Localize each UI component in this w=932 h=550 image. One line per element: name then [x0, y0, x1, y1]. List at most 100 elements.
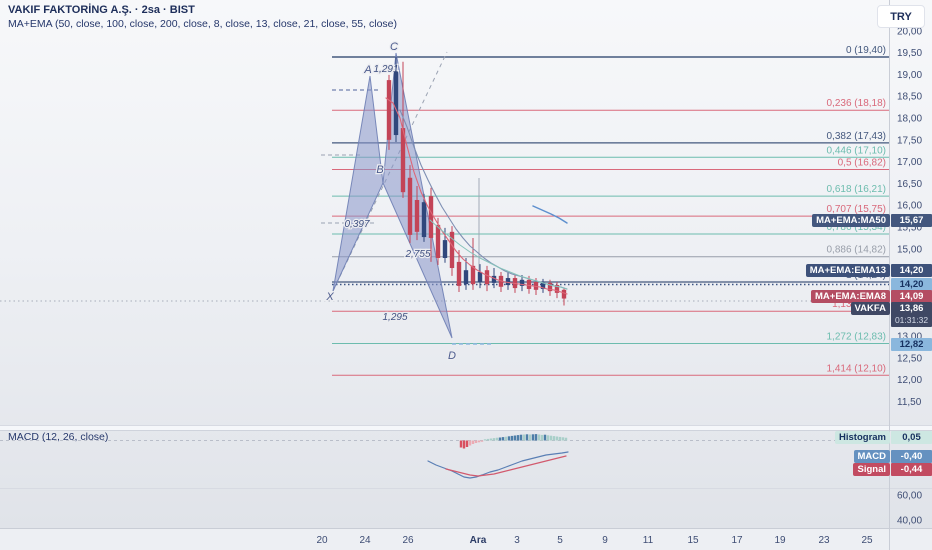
macd-legend[interactable]: MACD (12, 26, close): [8, 431, 109, 443]
ma50-name: MA+EMA:MA50: [812, 213, 890, 227]
macd-histogram-bar: [504, 436, 508, 441]
macd-name: MACD: [853, 450, 890, 463]
macd-histogram-bar: [480, 440, 484, 442]
indicator-legend[interactable]: MA+EMA (50, close, 100, close, 200, clos…: [8, 18, 397, 30]
ma50-line: [532, 205, 568, 224]
histogram-scale-label: Histogram 0,05: [835, 430, 932, 444]
price-tick: 12,00: [897, 375, 922, 386]
time-axis[interactable]: [0, 528, 932, 550]
fib-label-0: 0 (19,40): [846, 45, 886, 56]
pattern-ratio: 1,291: [373, 64, 398, 75]
currency-toggle-try[interactable]: TRY: [877, 5, 925, 28]
pattern-point-C: C: [390, 41, 398, 53]
ma50-value: 15,67: [891, 213, 932, 227]
candle-body: [519, 279, 525, 286]
signal-scale-label: Signal -0,44: [853, 463, 932, 476]
symbol-price-label: VAKFA 13,86 01:31:32: [850, 302, 932, 327]
macd-histogram-bar: [474, 440, 478, 443]
pattern-point-A: A: [363, 64, 371, 76]
pattern-point-D: D: [448, 350, 456, 362]
macd-histogram-bar: [483, 439, 487, 441]
ema13-scale-label: MA+EMA:EMA13 14,20: [805, 263, 932, 277]
pattern-ratio: 0,397: [344, 219, 369, 230]
macd-histogram-bar: [561, 437, 565, 441]
price-tick: 17,50: [897, 135, 922, 146]
fib-label-1,272: 1,272 (12,83): [827, 331, 887, 342]
macd-pane: [0, 434, 889, 479]
ema13-name: MA+EMA:EMA13: [805, 263, 890, 277]
candle-body: [505, 278, 511, 286]
macd-histogram-bar: [537, 434, 541, 441]
price-tick: 16,00: [897, 201, 922, 212]
pattern-triangle-xab[interactable]: [332, 75, 384, 292]
time-tick: 15: [687, 535, 699, 546]
histogram-name: Histogram: [835, 430, 890, 444]
macd-histogram-bar: [468, 440, 472, 446]
candle-body: [484, 270, 490, 285]
time-tick: 3: [514, 535, 520, 546]
macd-histogram-bar: [519, 434, 523, 441]
macd-histogram-bar: [477, 440, 481, 443]
histogram-value: 0,05: [891, 430, 932, 444]
fib-label-1,414: 1,414 (12,10): [827, 363, 887, 374]
pattern-point-X: X: [325, 291, 334, 303]
ema8-name: MA+EMA:EMA8: [811, 290, 890, 303]
macd-value: -0,40: [891, 450, 932, 463]
macd-histogram-bar: [522, 434, 526, 441]
candles: [386, 57, 567, 306]
pattern-ratio: 2,755: [404, 249, 430, 260]
price-tick: 16,50: [897, 179, 922, 190]
candle-body: [393, 71, 399, 136]
price-tick: 13,00: [897, 332, 922, 343]
time-tick: 5: [557, 535, 563, 546]
price-tick: 11,50: [897, 397, 922, 408]
candle-body: [491, 275, 497, 283]
candle-body: [449, 231, 455, 269]
fib-label-0,382: 0,382 (17,43): [827, 131, 887, 142]
pattern-point-B: B: [376, 164, 383, 176]
macd-histogram-bar: [465, 440, 469, 447]
time-tick: 17: [731, 535, 743, 546]
macd-histogram-bar: [510, 435, 514, 441]
candle-body: [407, 177, 413, 235]
time-tick: 24: [359, 535, 371, 546]
sub-pane-tick: 40,00: [897, 516, 922, 527]
ema8-scale-label: MA+EMA:EMA8 14,09: [811, 290, 932, 303]
candle-body: [554, 285, 560, 293]
pattern-level-1282-label: 12,82: [891, 338, 932, 351]
macd-histogram-bar: [528, 434, 532, 441]
macd-histogram-bar: [564, 437, 568, 441]
macd-histogram-bar: [486, 438, 490, 441]
candle-body: [428, 196, 434, 238]
macd-scale-label: MACD -0,40: [853, 450, 932, 463]
fib-label-0,236: 0,236 (18,18): [827, 98, 887, 109]
macd-histogram-bar: [525, 434, 529, 441]
time-tick: 26: [402, 535, 414, 546]
pane-separator-band: [0, 425, 932, 430]
candle-body: [540, 282, 546, 289]
pattern-ratio: 1,295: [382, 312, 407, 323]
macd-histogram-bar: [540, 434, 544, 441]
time-axis-strip: [0, 528, 932, 550]
time-tick: 11: [643, 535, 654, 546]
macd-line: [427, 451, 569, 479]
candle-body: [526, 279, 532, 289]
macd-histogram-bar: [546, 435, 550, 441]
macd-histogram-bar: [534, 434, 538, 441]
candle-body: [477, 271, 483, 282]
candle-body: [400, 128, 406, 193]
price-tick: 15,00: [897, 244, 922, 255]
ma-curves: [385, 97, 568, 295]
macd-histogram-bar: [558, 436, 562, 441]
symbol-legend[interactable]: VAKIF FAKTORİNG A.Ş. · 2sa · BIST: [8, 4, 195, 16]
time-tick: Ara: [470, 535, 487, 546]
symbol-name: VAKFA: [850, 302, 890, 315]
fib-label-0,886: 0,886 (14,82): [827, 245, 887, 256]
candle-body: [456, 261, 462, 286]
macd-histogram-bar: [489, 438, 493, 441]
fib-label-0,5: 0,5 (16,82): [838, 157, 886, 168]
time-tick: 19: [774, 535, 786, 546]
ema13-value: 14,20: [891, 263, 932, 277]
